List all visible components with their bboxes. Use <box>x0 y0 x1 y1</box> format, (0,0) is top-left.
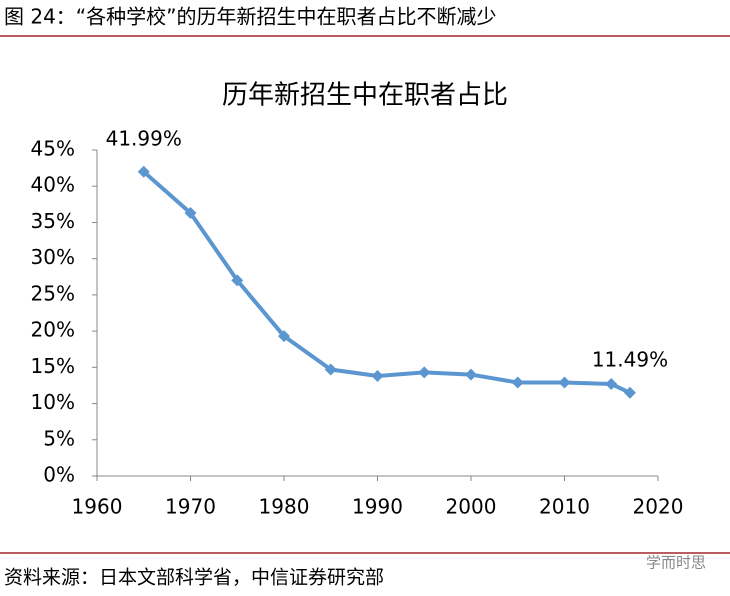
x-tick-label: 2000 <box>446 495 497 519</box>
marker <box>137 165 150 178</box>
x-tick-label: 1970 <box>165 495 216 519</box>
y-tick-label: 0% <box>43 463 75 487</box>
marker <box>231 274 244 287</box>
y-tick-label: 40% <box>31 173 75 197</box>
marker <box>605 377 618 390</box>
y-tick-label: 35% <box>31 209 75 233</box>
marker <box>465 368 477 381</box>
marker <box>278 330 290 343</box>
line <box>142 170 631 395</box>
marker <box>324 363 337 376</box>
y-tick-label: 45% <box>31 137 75 161</box>
y-tick-label: 10% <box>31 390 75 414</box>
x-tick-label: 1990 <box>352 495 403 519</box>
figure-title: 图 24：“各种学校”的历年新招生中在职者占比不断减少 <box>4 5 497 29</box>
data-label: 41.99% <box>106 126 182 150</box>
marker <box>511 376 524 389</box>
y-tick-label: 5% <box>43 426 75 450</box>
chart-title: 历年新招生中在职者占比 <box>222 81 508 111</box>
marker <box>418 366 431 379</box>
watermark: 学而时思 <box>646 554 706 572</box>
y-tick-label: 25% <box>31 281 75 305</box>
marker <box>558 376 571 389</box>
source-note: 资料来源：日本文部科学省，中信证券研究部 <box>4 567 384 589</box>
x-tick-label: 2010 <box>539 495 590 519</box>
x-tick-label: 2020 <box>633 495 684 519</box>
y-tick-label: 30% <box>31 245 75 269</box>
y-tick-label: 20% <box>31 318 75 342</box>
x-tick-label: 1960 <box>72 495 123 519</box>
y-tick-label: 15% <box>31 354 75 378</box>
marker <box>623 386 636 399</box>
data-label: 11.49% <box>592 347 668 371</box>
x-tick-label: 1980 <box>259 495 310 519</box>
marker <box>184 207 197 220</box>
marker <box>371 370 384 383</box>
